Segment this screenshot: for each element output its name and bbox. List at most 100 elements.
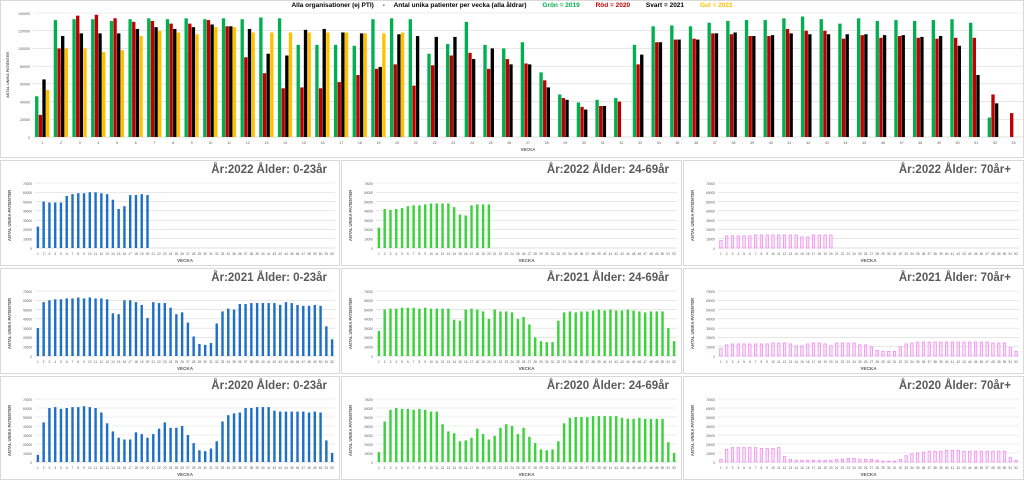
bar-2021-week-24	[471, 59, 476, 137]
bar-week-6	[65, 196, 68, 248]
y-tick-label: 60000	[706, 191, 715, 195]
bar-week-6	[65, 298, 68, 356]
x-tick-label: 3	[79, 141, 81, 145]
y-tick-label: 50000	[23, 416, 32, 420]
x-tick-label: 4	[737, 252, 739, 256]
x-tick-label: 40	[261, 360, 265, 364]
bar-week-12	[100, 298, 103, 356]
x-tick-label: 3	[49, 466, 51, 470]
x-tick-label: 39	[597, 466, 601, 470]
x-tick-label: 18	[134, 252, 138, 256]
bar-2020-week-31	[599, 106, 603, 137]
x-tick-label: 12	[783, 252, 787, 256]
y-axis-label: ANTAL UNIKA PATIENTER	[7, 405, 12, 456]
x-tick-label: 19	[377, 141, 381, 145]
bar-week-1	[377, 227, 381, 248]
bar-week-11	[777, 447, 781, 463]
x-tick-label: 46	[980, 466, 984, 470]
bar-2020-week-36	[692, 38, 696, 137]
bar-week-2	[725, 344, 729, 357]
x-tick-label: 21	[493, 252, 497, 256]
bar-week-10	[88, 297, 92, 356]
bar-2019-week-6	[128, 19, 132, 138]
x-tick-label: 48	[991, 252, 995, 256]
x-tick-label: 4	[395, 252, 397, 256]
x-axis-label: VECKA	[518, 366, 535, 371]
y-axis-label: ANTAL UNIKA PATIENTER	[348, 405, 353, 456]
x-axis-label: VECKA	[860, 366, 877, 371]
bar-2019-week-38	[726, 20, 730, 137]
x-tick-label: 33	[221, 252, 225, 256]
x-tick-label: 7	[72, 252, 74, 256]
bar-week-10	[429, 411, 433, 462]
bar-week-16	[806, 343, 810, 357]
x-tick-label: 6	[66, 252, 68, 256]
panel-2022-0-23: År:2022 Ålder: 0-23år 0 10000 20000 30000 40…	[0, 160, 340, 266]
bar-week-15	[458, 214, 462, 248]
x-tick-label: 4	[54, 252, 56, 256]
bar-week-18	[817, 234, 821, 249]
x-tick-label: 51	[1009, 360, 1013, 364]
bar-2019-week-21	[408, 19, 412, 138]
x-tick-label: 15	[800, 360, 804, 364]
bar-2022-week-12	[251, 32, 255, 137]
bar-week-8	[759, 234, 763, 249]
x-tick-label: 32	[557, 466, 561, 470]
bar-2019-week-36	[688, 26, 693, 138]
x-tick-label: 23	[451, 141, 455, 145]
x-tick-label: 2	[384, 466, 386, 470]
x-tick-label: 5	[401, 252, 403, 256]
bar-2021-week-38	[733, 32, 737, 137]
bar-2020-week-16	[318, 88, 323, 137]
bar-2020-week-38	[729, 34, 734, 137]
bar-2021-week-7	[154, 27, 158, 137]
x-tick-label: 24	[470, 141, 474, 145]
x-tick-label: 17	[339, 141, 343, 145]
bar-week-13	[788, 458, 792, 463]
x-tick-label: 9	[83, 252, 85, 256]
panel-title: År:2022 Ålder: 0-23år	[211, 164, 327, 176]
x-tick-label: 42	[956, 466, 960, 470]
x-tick-label: 9	[766, 360, 768, 364]
bar-week-19	[481, 204, 485, 248]
x-tick-label: 3	[390, 466, 392, 470]
bar-week-22	[840, 458, 845, 463]
bar-2020-week-6	[132, 21, 136, 137]
x-tick-label: 14	[283, 141, 287, 145]
x-tick-label: 16	[464, 466, 468, 470]
bar-week-7	[412, 205, 415, 248]
x-tick-label: 33	[562, 252, 566, 256]
bar-week-22	[499, 311, 502, 356]
x-tick-label: 24	[852, 360, 856, 364]
x-tick-label: 17	[812, 360, 816, 364]
bar-week-10	[771, 448, 775, 463]
x-tick-label: 18	[476, 466, 480, 470]
bar-week-27	[869, 458, 873, 463]
bar-week-40	[945, 449, 949, 463]
bar-week-20	[146, 437, 149, 462]
bar-2022-week-16	[326, 32, 330, 137]
x-tick-label: 25	[489, 141, 493, 145]
x-tick-label: 8	[77, 360, 79, 364]
main-chart-panel: Alla organisationer (ej PTI) - Antal uni…	[0, 0, 1024, 158]
x-tick-label: 29	[198, 466, 202, 470]
x-tick-label: 14	[452, 466, 456, 470]
x-tick-label: 45	[632, 252, 636, 256]
y-tick-label: 60000	[20, 83, 30, 87]
legend-entry-2022: Gul = 2022	[699, 2, 733, 9]
x-tick-label: 39	[255, 466, 259, 470]
bar-2022-week-19	[382, 33, 386, 137]
bar-2019-week-24	[464, 21, 469, 137]
x-tick-label: 35	[232, 360, 236, 364]
x-tick-label: 30	[545, 252, 549, 256]
bar-week-1	[719, 240, 723, 249]
x-tick-label: 27	[528, 466, 532, 470]
x-tick-label: 51	[667, 252, 671, 256]
x-tick-label: 25	[175, 252, 179, 256]
x-tick-label: 50	[319, 252, 323, 256]
bar-2022-week-9	[195, 34, 199, 137]
bar-week-52	[672, 341, 676, 356]
x-tick-label: 2	[43, 252, 45, 256]
bar-week-51	[325, 326, 328, 356]
